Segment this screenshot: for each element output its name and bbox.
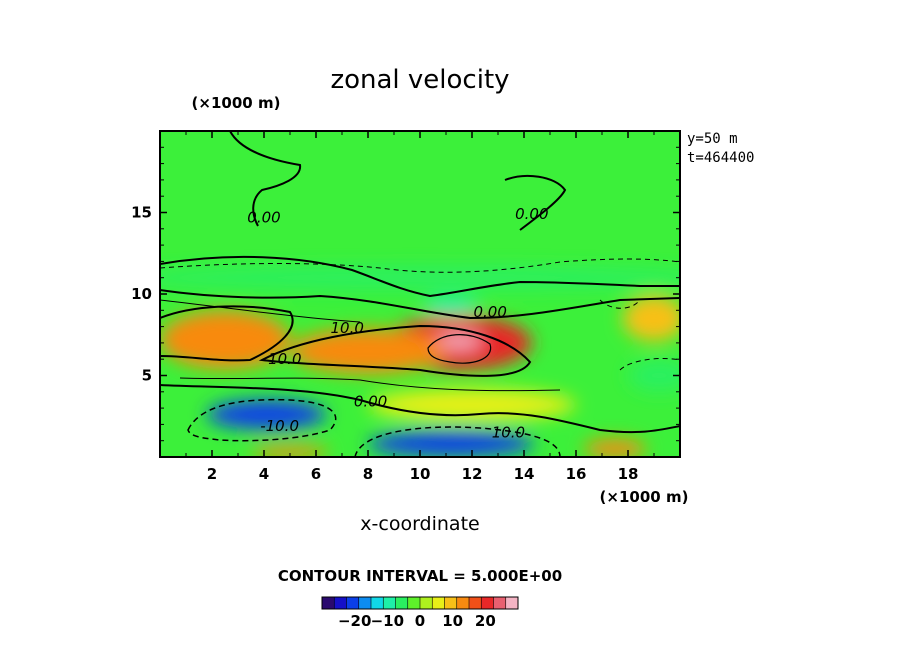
colorbar-swatch — [493, 597, 507, 609]
contour-label: 0.00 — [515, 205, 548, 223]
colorbar-swatch — [383, 597, 396, 609]
colorbar-tick-label: 20 — [475, 612, 496, 630]
x-axis-label: x-coordinate — [360, 513, 479, 535]
contour-10-jet — [258, 324, 532, 377]
contour-zero-upper — [160, 255, 680, 298]
x-tick-label: 2 — [207, 465, 217, 483]
heatmap-field: 0.00 0.00 0.00 10.0 10.0 0.00 -10.0 10.0 — [160, 131, 680, 457]
contour-label: 10.0 — [330, 319, 363, 337]
heatmap-blob — [160, 310, 290, 369]
heatmap-blob — [422, 297, 480, 317]
heatmap-blob — [583, 439, 647, 457]
y-axis-unit: (×1000 m) — [192, 94, 281, 112]
colorbar-swatch — [432, 597, 445, 609]
contour-lines — [160, 131, 680, 457]
contour-neg10-south — [354, 426, 561, 457]
x-tick-label: 18 — [618, 465, 639, 483]
colorbar-swatch — [371, 597, 384, 609]
heatmap-blob — [435, 333, 483, 349]
y-tick-label: 5 — [142, 367, 152, 385]
contour-zero-north — [229, 131, 567, 231]
colorbar-swatch — [469, 597, 482, 609]
colorbar-tick-label: 0 — [415, 612, 425, 630]
x-tick-label: 16 — [566, 465, 587, 483]
colorbar-swatch — [444, 597, 458, 609]
x-axis-unit: (×1000 m) — [600, 488, 689, 506]
colorbar-swatch — [456, 597, 470, 609]
y-axis: 5 10 15 — [131, 146, 680, 442]
contour-20-core — [427, 334, 492, 364]
colorbar-swatch — [346, 597, 360, 609]
colorbar-swatch — [505, 597, 519, 609]
colorbar-tick-label: 10 — [442, 612, 463, 630]
colorbar-swatch — [395, 597, 409, 609]
x-tick-label: 14 — [514, 465, 535, 483]
heatmap-blob — [628, 359, 680, 392]
contour-label: 0.00 — [247, 208, 280, 226]
contour-zero-mid — [160, 289, 680, 320]
colorbar-swatch — [358, 597, 372, 609]
chart-title: zonal velocity — [330, 65, 509, 95]
heatmap-blob — [206, 399, 327, 430]
heatmap-blob — [622, 295, 680, 342]
colorbar-swatch — [420, 597, 433, 609]
x-axis: 2 4 6 8 10 12 14 16 18 — [185, 131, 655, 483]
colorbar-swatch — [481, 597, 494, 609]
contour-label: 0.00 — [473, 303, 506, 321]
x-tick-label: 10 — [410, 465, 431, 483]
y-tick-label: 10 — [131, 285, 152, 303]
contour-zero-south — [160, 384, 680, 434]
contour-label: -10.0 — [260, 417, 299, 435]
contour-interval-label: CONTOUR INTERVAL = 5.000E+00 — [278, 567, 562, 585]
heatmap-blob — [251, 445, 329, 457]
colorbar-swatch — [334, 597, 347, 609]
contour-label: 10.0 — [268, 350, 301, 368]
heatmap-blob — [368, 430, 535, 457]
colorbar: −20 −10 0 10 20 — [321, 596, 519, 630]
y-tick-label: 15 — [131, 204, 152, 222]
contour-thin-5 — [160, 299, 561, 392]
x-tick-label: 6 — [311, 465, 321, 483]
heatmap-blob — [368, 388, 576, 422]
x-tick-label: 4 — [259, 465, 269, 483]
annotation-t: t=464400 — [687, 150, 754, 166]
colorbar-tick-label: −10 — [371, 612, 404, 630]
contour-neg-east — [599, 299, 680, 371]
annotation-group: y=50 m t=464400 — [687, 131, 754, 166]
x-tick-label: 8 — [363, 465, 373, 483]
contour-neg10-west — [187, 398, 337, 442]
contour-10-west — [160, 305, 294, 362]
annotation-y: y=50 m — [687, 131, 738, 147]
colorbar-tick-label: −20 — [338, 612, 371, 630]
contour-label: 10.0 — [492, 423, 525, 441]
colorbar-swatch — [407, 597, 421, 609]
contour-label: 0.00 — [354, 392, 387, 410]
colorbar-swatch — [322, 597, 335, 609]
heatmap-blob — [290, 328, 446, 374]
x-tick-label: 12 — [462, 465, 483, 483]
